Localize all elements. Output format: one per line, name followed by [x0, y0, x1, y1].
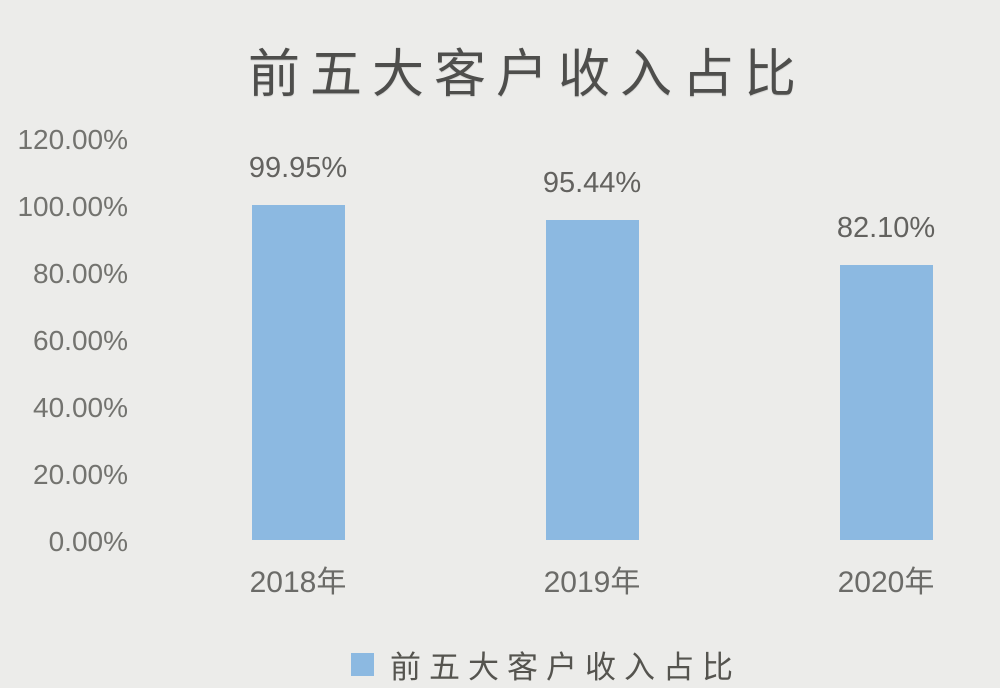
- bar-value-label: 99.95%: [248, 152, 348, 184]
- y-axis-tick-label: 40.00%: [33, 392, 128, 423]
- y-axis-tick-label: 120.00%: [17, 124, 128, 155]
- y-axis-tick-label: 60.00%: [33, 325, 128, 356]
- bar: [251, 205, 345, 540]
- y-axis-tick-label: 20.00%: [33, 459, 128, 490]
- legend: 前五大客户收入占比: [351, 642, 741, 687]
- x-axis-category-label: 2020年: [837, 566, 935, 599]
- legend-marker-square-icon: [351, 653, 374, 676]
- y-axis-tick-label: 0.00%: [48, 526, 128, 557]
- x-axis-category-label: 2019年: [543, 566, 641, 599]
- chart-title: 前五大客户收入占比: [247, 47, 807, 104]
- bar-value-label: 82.10%: [836, 212, 936, 244]
- bar-value-label: 95.44%: [542, 167, 642, 199]
- x-axis-category-label: 2018年: [249, 566, 347, 599]
- y-axis-tick-label: 100.00%: [17, 191, 128, 222]
- y-axis-tick-label: 80.00%: [33, 258, 128, 289]
- legend-label: 前五大客户收入占比: [390, 650, 741, 685]
- bar: [839, 265, 933, 540]
- bar: [545, 220, 639, 540]
